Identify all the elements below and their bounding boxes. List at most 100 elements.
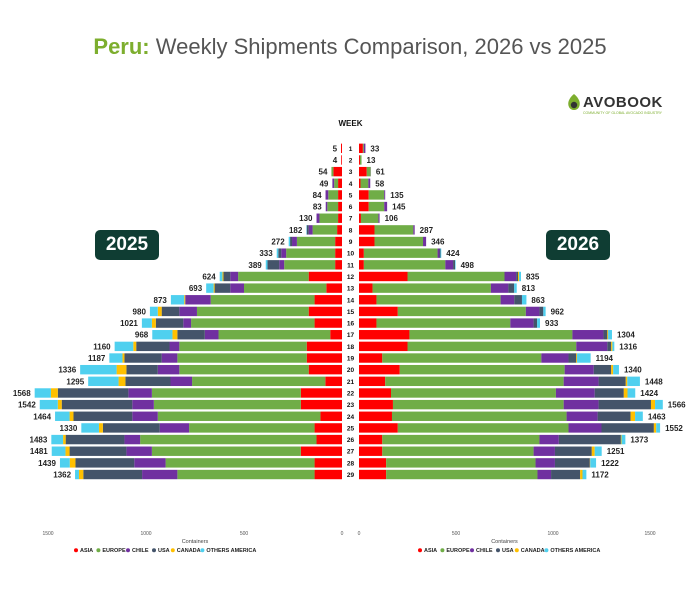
total-label-2025: 83 (313, 203, 322, 212)
bar-2025-asia (335, 248, 342, 258)
total-label-2026: 33 (370, 144, 379, 153)
week-label: 11 (347, 262, 354, 269)
bar-2026-asia (359, 213, 361, 223)
bar-2025-chile (126, 446, 152, 456)
total-label-2025: 389 (248, 261, 262, 270)
legend-label-europe: EUROPE (446, 548, 470, 554)
bar-2025-asia (335, 236, 342, 247)
bar-2026-europe (359, 155, 362, 165)
total-label-2026: 61 (376, 168, 385, 177)
bar-2025-usa (126, 364, 158, 375)
bar-2025-europe (179, 341, 307, 352)
bar-2025-chile (132, 399, 154, 410)
bar-2026-asia (359, 178, 361, 188)
bar-2026-europe (368, 201, 385, 212)
bar-2026-asia (359, 376, 386, 387)
bar-2026-europe (376, 295, 501, 305)
bar-2025-usa (57, 388, 129, 398)
bar-2025-europe (140, 434, 317, 445)
total-label-2025: 5 (333, 144, 338, 153)
bar-2025-asia (326, 283, 342, 293)
bar-2026-europe (366, 166, 371, 177)
bar-2026-chile (566, 411, 598, 421)
bar-2026-usa (551, 469, 581, 480)
bar-2026-usa (558, 434, 621, 445)
bar-2026-others-america (590, 458, 597, 468)
legend-marker-canada (514, 548, 519, 553)
total-label-2025: 49 (319, 179, 328, 188)
bar-2026-others-america (656, 423, 661, 433)
bar-2025-asia (314, 469, 342, 480)
bar-2025-canada (78, 469, 84, 480)
total-label-2025: 1481 (30, 447, 48, 456)
total-label-2026: 1463 (648, 412, 666, 421)
total-label-2025: 1295 (66, 377, 84, 386)
bar-2025-asia (338, 213, 342, 223)
total-label-2026: 424 (446, 249, 460, 258)
bar-2026-others-america (608, 330, 612, 340)
bar-2025-others-america (141, 318, 152, 328)
bar-2026-others-america (455, 260, 456, 270)
total-label-2026: 58 (375, 179, 384, 188)
legend-marker-europe (96, 548, 101, 553)
bar-2026-europe (382, 353, 542, 363)
bar-2025-others-america (39, 399, 58, 410)
week-label: 14 (347, 297, 355, 304)
bar-2025-europe (189, 423, 315, 433)
bar-2025-others-america (109, 353, 123, 363)
bar-2026-asia (359, 283, 373, 293)
total-label-2025: 1187 (88, 354, 106, 363)
bar-2025-europe (165, 458, 315, 468)
bar-2026-asia (359, 143, 363, 154)
total-label-2025: 980 (133, 307, 147, 316)
total-label-2025: 1542 (18, 401, 36, 410)
total-label-2025: 693 (189, 284, 203, 293)
bar-2025-europe (179, 364, 309, 375)
bar-2025-usa (75, 458, 135, 468)
bar-2026-europe (392, 399, 564, 410)
bar-2025-chile (230, 283, 244, 293)
bar-2025-canada (57, 399, 62, 410)
total-label-2026: 1448 (645, 377, 663, 386)
bar-2026-canada (576, 353, 578, 363)
total-label-2026: 287 (420, 226, 434, 235)
bar-2026-europe (363, 248, 438, 258)
bar-2026-canada (623, 388, 628, 398)
bar-2025-europe (157, 411, 321, 421)
bar-2026-asia (359, 271, 408, 282)
bar-2026-chile (568, 423, 602, 433)
bar-2026-others-america (627, 376, 640, 387)
bar-2025-canada (122, 353, 125, 363)
bar-2026-canada (630, 411, 636, 421)
week-label: 20 (347, 367, 355, 374)
legend-label-usa: USA (158, 548, 170, 554)
bar-2026-others-america (537, 318, 541, 328)
legend-label-chile: CHILE (476, 548, 493, 554)
bar-2026-usa (603, 330, 608, 340)
bar-2025-europe (218, 330, 331, 340)
bar-2026-europe (399, 364, 565, 375)
bar-2026-asia (359, 306, 398, 317)
avocado-logo-icon (568, 94, 580, 110)
legend-label-europe: EUROPE (102, 548, 126, 554)
bar-2026-asia (359, 201, 369, 212)
bar-2025-canada (172, 330, 178, 340)
bar-2026-asia (359, 411, 392, 421)
bar-2025-europe (327, 201, 339, 212)
bar-2025-asia (320, 411, 342, 421)
bar-2025-europe (238, 271, 309, 282)
bar-2026-canada (620, 434, 622, 445)
bar-2026-usa (607, 341, 612, 352)
total-label-2025: 1336 (58, 366, 76, 375)
legend-label-usa: USA (502, 548, 514, 554)
bar-2026-others-america (655, 399, 663, 410)
bar-2025-asia (335, 260, 342, 270)
bar-2025-usa (136, 341, 170, 352)
bar-2025-europe (210, 295, 315, 305)
bar-2025-usa (83, 469, 143, 480)
bar-2026-usa (514, 295, 522, 305)
bar-2026-europe (376, 318, 511, 328)
bar-2025-usa (290, 236, 293, 247)
bar-2025-others-america (34, 388, 51, 398)
